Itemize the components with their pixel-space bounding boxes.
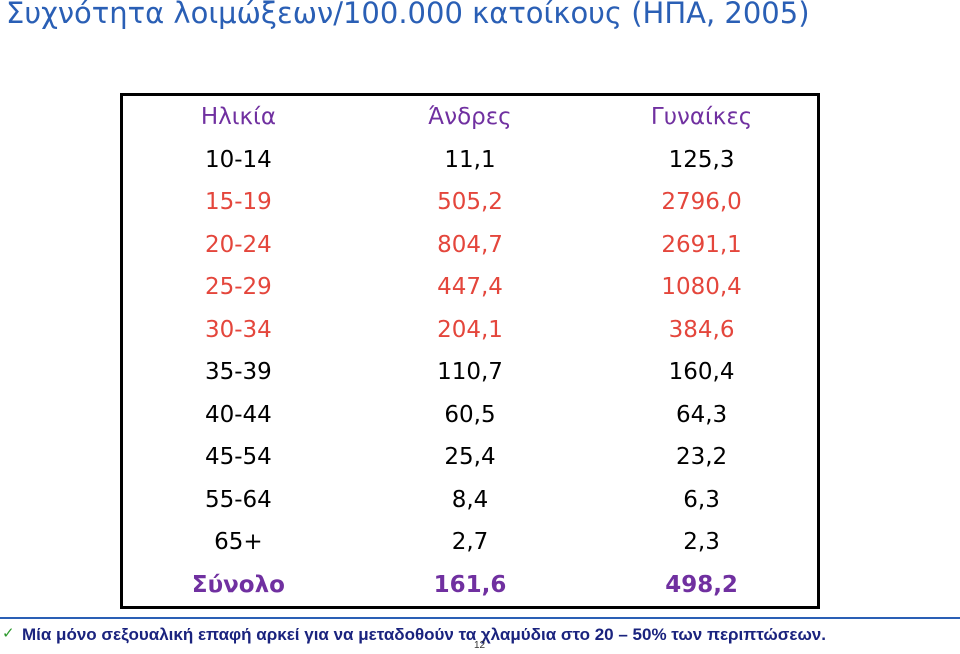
table-cell: 384,6 [668,316,735,343]
table-row: 20-24 804,7 2691,1 [122,224,819,267]
table-row: 30-34 204,1 384,6 [122,309,819,352]
table-cell: 23,2 [675,444,728,471]
table-cell: 45-54 [204,444,272,471]
table-cell: 110,7 [437,359,503,386]
header-cell: Ηλικία [200,104,277,131]
table-cell: 2,3 [683,529,720,556]
table-cell: 40-44 [204,401,272,428]
total-cell: Σύνολο [191,571,285,598]
footnote: Μία μόνο σεξουαλική επαφή αρκεί για να μ… [22,625,826,644]
table-cell: 35-39 [204,359,272,386]
table-cell: 447,4 [437,274,503,301]
data-table: Ηλικία Άνδρες Γυναίκες 10-14 11,1 125,3 15-19… [120,93,820,609]
table-cell: 8,4 [451,486,489,513]
table-cell: 160,4 [668,359,735,386]
page-number: 12 [474,640,486,651]
table-cell: 2691,1 [661,231,742,258]
table-row: 55-64 8,4 6,3 [122,479,819,522]
table-row: 15-19 505,2 2796,0 [122,181,819,224]
table-cell: 25-29 [204,274,272,301]
table-row: 10-14 11,1 125,3 [122,139,819,182]
table-cell: 25,4 [444,444,496,471]
table-cell: 64,3 [675,401,728,428]
table-cell: 55-64 [204,486,272,513]
slide-title: Συχνότητα λοιμώξεων/100.000 κατοίκους (Η… [6,0,810,30]
table-cell: 505,2 [437,189,503,216]
header-row: Ηλικία Άνδρες Γυναίκες [122,95,819,139]
table-cell: 15-19 [204,189,272,216]
table-row: 65+ 2,7 2,3 [122,521,819,564]
total-cell: 161,6 [433,571,507,598]
table-row: 45-54 25,4 23,2 [122,436,819,479]
table-cell: 30-34 [204,316,272,343]
table-cell: 2,7 [451,529,489,556]
table-cell: 125,3 [668,146,735,173]
table-row: 40-44 60,5 64,3 [122,394,819,437]
table-row: 25-29 447,4 1080,4 [122,266,819,309]
check-icon: ✓ [2,624,15,642]
table-cell: 1080,4 [661,274,742,301]
header-cell: Άνδρες [428,104,512,131]
table-cell: 60,5 [444,401,496,428]
table-cell: 804,7 [437,231,503,258]
total-row: Σύνολο 161,6 498,2 [122,564,819,608]
divider [0,617,960,619]
table-cell: 11,1 [444,146,496,173]
table-cell: 6,3 [683,486,720,513]
table-row: 35-39 110,7 160,4 [122,351,819,394]
table-cell: 204,1 [437,316,503,343]
table-cell: 65+ [214,529,263,556]
table-cell: 20-24 [204,231,272,258]
table-cell: 2796,0 [661,189,742,216]
total-cell: 498,2 [665,571,738,598]
table-cell: 10-14 [204,146,272,173]
header-cell: Γυναίκες [650,104,753,131]
